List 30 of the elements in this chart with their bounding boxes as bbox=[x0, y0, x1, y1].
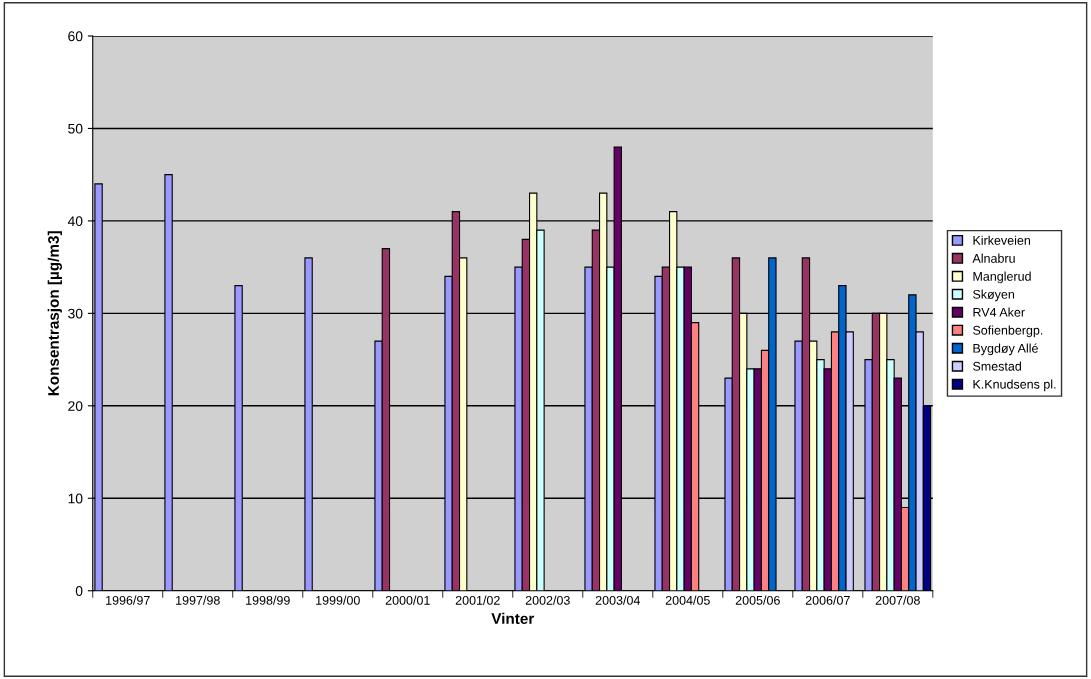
x-tick-label: 2003/04 bbox=[595, 595, 641, 605]
x-tick-label: 1996/97 bbox=[106, 595, 150, 605]
y-axis-title: Konsentrasjon [µg/m3] bbox=[47, 231, 63, 396]
x-tick-label: 2002/03 bbox=[525, 595, 570, 605]
x-tick-label: 2005/06 bbox=[735, 595, 780, 605]
x-tick-label: 1998/99 bbox=[246, 595, 290, 605]
y-tick-label: 10 bbox=[68, 493, 83, 504]
y-tick-label: 0 bbox=[75, 586, 83, 596]
legend-label: K.Knudsens pl. bbox=[973, 379, 1056, 392]
legend-label: Manglerud bbox=[973, 271, 1031, 284]
legend-label: Skøyen bbox=[973, 289, 1015, 302]
x-tick-label: 2000/01 bbox=[385, 595, 430, 605]
x-tick-label: 2007/08 bbox=[875, 595, 920, 605]
x-tick-label: 2001/02 bbox=[455, 595, 500, 605]
legend-label: Kirkeveien bbox=[973, 235, 1031, 245]
y-tick-label: 30 bbox=[68, 308, 83, 319]
x-tick-label: 1999/00 bbox=[316, 595, 360, 605]
x-tick-label: 1997/98 bbox=[176, 595, 220, 605]
x-tick-label: 2004/05 bbox=[665, 595, 710, 605]
legend-label: Bygdøy Allé bbox=[973, 343, 1038, 356]
y-tick-label: 50 bbox=[68, 123, 83, 134]
legend-label: Sofienbergp. bbox=[973, 325, 1043, 338]
y-tick-label: 60 bbox=[68, 31, 83, 42]
x-tick-label: 2006/07 bbox=[805, 595, 850, 605]
legend-label: Smestad bbox=[973, 361, 1021, 371]
legend-label: Alnabru bbox=[972, 253, 1015, 263]
x-axis-title: Vinter bbox=[491, 612, 535, 625]
y-tick-label: 20 bbox=[68, 401, 83, 411]
y-tick-label: 40 bbox=[67, 216, 83, 227]
legend-label: RV4 Aker bbox=[973, 307, 1025, 317]
